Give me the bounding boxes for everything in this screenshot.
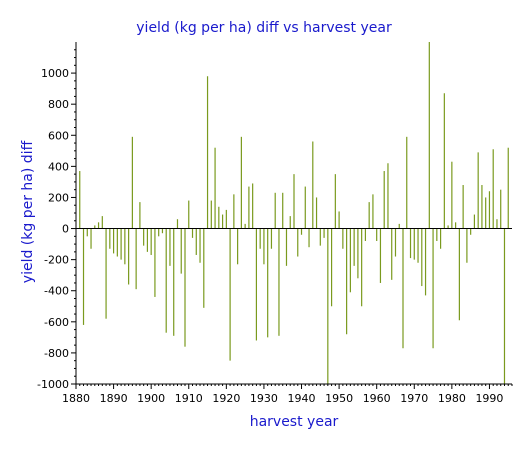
x-axis-label: harvest year — [250, 414, 339, 430]
x-ticks-group: 1880 1890 1900 1910 1920 1930 1940 1950 1960 1970… — [62, 384, 513, 405]
x-tick-label: 1970 — [400, 392, 428, 405]
x-tick-label: 1910 — [175, 392, 203, 405]
x-tick-label: 1930 — [250, 392, 278, 405]
y-tick-label: 0 — [62, 223, 69, 236]
y-tick-label: 800 — [48, 98, 69, 111]
bars-group — [79, 42, 509, 384]
y-tick-label: -600 — [44, 316, 69, 329]
y-tick-label: 400 — [48, 160, 69, 173]
y-tick-label: -1000 — [37, 378, 69, 391]
x-tick-label: 1880 — [62, 392, 90, 405]
y-tick-label: -400 — [44, 285, 69, 298]
chart-title: yield (kg per ha) diff vs harvest year — [136, 20, 392, 36]
x-tick-label: 1960 — [363, 392, 391, 405]
x-tick-label: 1900 — [137, 392, 165, 405]
y-tick-label: -200 — [44, 254, 69, 267]
x-tick-label: 1920 — [212, 392, 240, 405]
x-tick-label: 1890 — [100, 392, 128, 405]
y-tick-label: 1000 — [41, 67, 69, 80]
y-tick-label: 200 — [48, 191, 69, 204]
y-ticks-group: -1000 -800 -600 -400 -200 0 200 400 600 800 1000 — [37, 49, 76, 391]
y-tick-label: 600 — [48, 129, 69, 142]
x-tick-label: 1990 — [475, 392, 503, 405]
y-axis-label: yield (kg per ha) diff — [20, 140, 36, 283]
x-tick-label: 1980 — [438, 392, 466, 405]
x-tick-label: 1940 — [288, 392, 316, 405]
x-tick-label: 1950 — [325, 392, 353, 405]
y-tick-label: -800 — [44, 347, 69, 360]
